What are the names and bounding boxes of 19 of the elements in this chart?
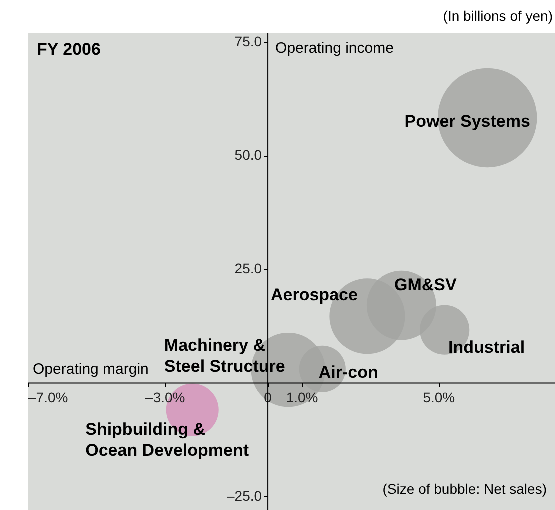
x-tick-label: –7.0%: [28, 389, 68, 406]
y-tick-label: 75.0: [234, 34, 262, 50]
text: (In billions of yen): [443, 8, 553, 24]
y-tick-label: –25.0: [227, 488, 262, 504]
series-label: Industrial: [448, 338, 526, 358]
annotation: (Size of bubble: Net sales): [382, 481, 547, 497]
y-axis-title: Operating income: [276, 40, 394, 57]
series-label: Air-con: [318, 363, 378, 382]
series-label: Shipbuilding & Ocean Development: [86, 420, 250, 460]
series-label: Power Systems: [404, 112, 530, 131]
x-axis-title: Operating margin: [33, 360, 149, 378]
y-tick-label: 25.0: [234, 260, 262, 277]
series-label: Aerospace: [271, 285, 358, 304]
x-tick-label: –3.0%: [146, 389, 186, 406]
chart-title: FY 2006: [37, 40, 101, 59]
x-tick-label: 1.0%: [286, 389, 318, 406]
series-label: GM&SV: [394, 276, 458, 295]
y-tick-label: 50.0: [234, 147, 262, 164]
x-tick-label: 5.0%: [423, 389, 456, 406]
